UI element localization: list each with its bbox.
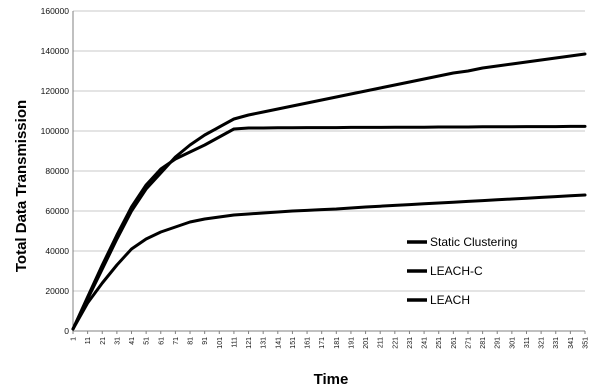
y-tick-label: 100000 [41,126,70,136]
x-tick-label: 71 [173,337,180,345]
x-tick-label: 61 [158,337,165,345]
x-tick-label: 351 [583,337,589,349]
x-tick-label: 301 [509,337,516,349]
x-tick-label: 101 [217,337,224,349]
x-axis-title: Time [314,371,349,388]
y-tick-label: 120000 [41,86,70,96]
y-tick-label: 60000 [45,206,69,216]
x-tick-label: 31 [114,337,121,345]
y-tick-label: 20000 [45,286,69,296]
x-tick-label: 141 [275,337,282,349]
y-tick-label: 40000 [45,246,69,256]
x-tick-label: 341 [568,337,575,349]
x-tick-label: 191 [348,337,355,349]
x-tick-label: 311 [524,337,531,348]
x-tick-label: 151 [290,337,297,349]
y-tick-label: 0 [64,326,69,336]
series-line-3 [71,193,587,331]
x-tick-label: 121 [246,337,253,349]
legend-label: LEACH-C [430,264,483,278]
x-tick-label: 251 [436,337,443,349]
y-tick-label: 160000 [41,6,70,16]
x-tick-label: 261 [451,337,458,349]
axes [72,11,586,334]
x-tick-labels: 1 11 21 31 41 51 61 71 81 91 101 111 121 131 141 151 161… [71,337,589,349]
legend: Static Clustering LEACH-C LEACH [407,235,517,307]
x-tick-label: 111 [231,337,238,348]
x-tick-label: 181 [334,337,341,349]
x-tick-label: 221 [392,337,399,349]
gridlines [73,10,585,292]
x-tick-label: 331 [553,337,560,349]
x-tick-label: 91 [202,337,209,345]
x-tick-label: 11 [85,337,92,344]
x-tick-label: 291 [495,337,502,349]
series-line-1 [71,124,587,331]
legend-label: Static Clustering [430,235,517,249]
x-tick-label: 201 [363,337,370,349]
x-tick-label: 271 [465,337,472,349]
x-tick-label: 131 [261,337,268,349]
x-tick-label: 21 [100,337,107,345]
x-tick-label: 161 [305,337,312,349]
x-tick-label: 321 [539,337,546,349]
x-tick-label: 171 [319,337,326,349]
y-tick-label: 80000 [45,166,69,176]
series-lines [71,52,587,331]
x-tick-label: 231 [407,337,414,349]
x-tick-label: 1 [71,337,78,341]
y-tick-label: 140000 [41,46,70,56]
legend-label: LEACH [430,293,470,307]
x-tick-label: 241 [422,337,429,349]
x-tick-label: 281 [480,337,487,349]
x-tick-label: 51 [144,337,151,345]
series-line-2 [71,52,587,331]
x-tick-label: 41 [129,337,136,345]
y-tick-labels: 0 20000 40000 60000 80000 100000 120000 140000 1… [41,6,70,336]
y-axis-title: Total Data Transmission [13,100,30,272]
x-tick-label: 211 [378,337,385,348]
x-tick-label: 81 [188,337,195,345]
